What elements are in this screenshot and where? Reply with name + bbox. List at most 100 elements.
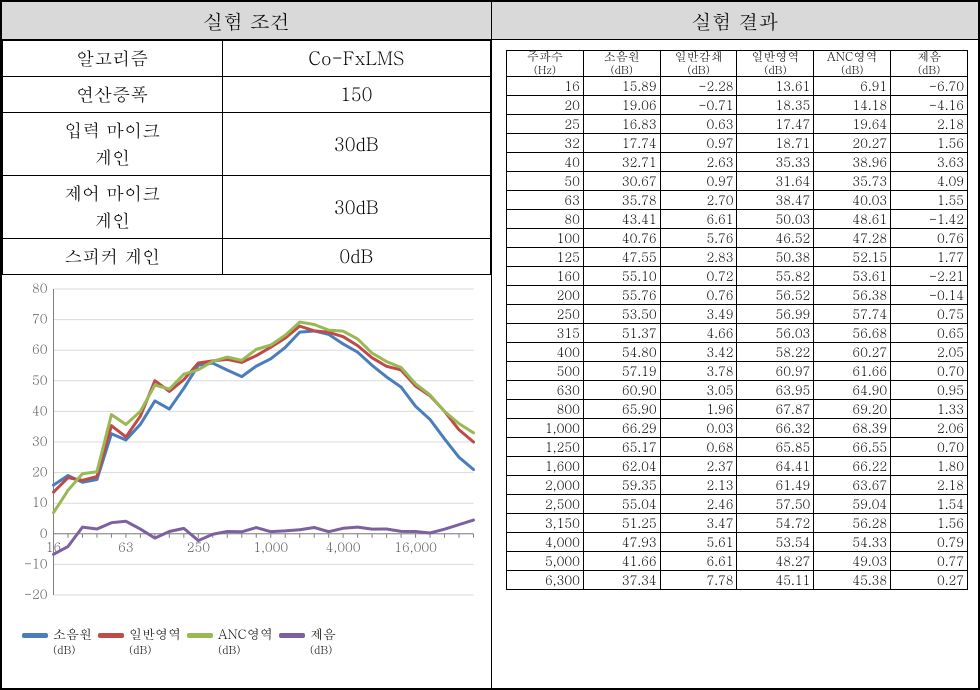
condition-label: 연산증폭 — [3, 77, 223, 113]
table-row: 2,00059.352.1361.4963.672.18 — [507, 476, 968, 495]
table-row: 40054.803.4258.2260.272.05 — [507, 343, 968, 362]
table-cell: 17.74 — [583, 134, 660, 153]
table-cell: 17.47 — [737, 115, 814, 134]
results-col-header: 제음(dB) — [891, 51, 968, 77]
table-row: 16055.100.7255.8253.61-2.21 — [507, 267, 968, 286]
table-row: 2,50055.042.4657.5059.041.54 — [507, 495, 968, 514]
svg-text:4,000: 4,000 — [326, 537, 361, 556]
svg-text:70: 70 — [32, 309, 48, 328]
table-cell: 56.38 — [814, 286, 891, 305]
condition-value: Co-FxLMS — [222, 41, 490, 77]
table-cell: 49.03 — [814, 552, 891, 571]
results-container: 주파수(Hz)소음원(dB)일반감쇄(dB)일반영역(dB)ANC영역(dB)제… — [492, 40, 978, 688]
table-row: 6335.782.7038.4740.031.55 — [507, 191, 968, 210]
table-cell: 50.03 — [737, 210, 814, 229]
line-chart: -20-100102030405060708016632501,0004,000… — [12, 281, 485, 621]
table-cell: 2.37 — [660, 457, 737, 476]
table-cell: 66.22 — [814, 457, 891, 476]
table-row: 1,60062.042.3764.4166.221.80 — [507, 457, 968, 476]
table-row: 6,30037.347.7845.1145.380.27 — [507, 571, 968, 590]
table-cell: 62.04 — [583, 457, 660, 476]
table-cell: 64.90 — [814, 381, 891, 400]
table-cell: 1.80 — [891, 457, 968, 476]
table-row: 5030.670.9731.6435.734.09 — [507, 172, 968, 191]
table-cell: 31.64 — [737, 172, 814, 191]
legend-label: ANC영역(dB) — [218, 627, 273, 658]
table-cell: 15.89 — [583, 77, 660, 96]
table-cell: 1.77 — [891, 248, 968, 267]
table-cell: 0.03 — [660, 419, 737, 438]
table-cell: 32 — [507, 134, 584, 153]
table-row: 20055.760.7656.5256.38-0.14 — [507, 286, 968, 305]
results-table: 주파수(Hz)소음원(dB)일반감쇄(dB)일반영역(dB)ANC영역(dB)제… — [506, 50, 968, 590]
right-header: 실험 결과 — [492, 2, 978, 40]
table-cell: -2.21 — [891, 267, 968, 286]
table-cell: 3.49 — [660, 305, 737, 324]
table-cell: 63.95 — [737, 381, 814, 400]
document-frame: 실험 조건 알고리즘Co-FxLMS연산증폭150입력 마이크게인30dB제어 … — [0, 0, 980, 690]
table-cell: 58.22 — [737, 343, 814, 362]
table-cell: 0.70 — [891, 362, 968, 381]
table-cell: 63.67 — [814, 476, 891, 495]
table-cell: 56.99 — [737, 305, 814, 324]
table-cell: 35.78 — [583, 191, 660, 210]
table-cell: 65.17 — [583, 438, 660, 457]
condition-label: 알고리즘 — [3, 41, 223, 77]
table-cell: 60.90 — [583, 381, 660, 400]
table-cell: 7.78 — [660, 571, 737, 590]
results-col-header: 일반영역(dB) — [737, 51, 814, 77]
table-cell: 2.13 — [660, 476, 737, 495]
legend-swatch — [187, 633, 213, 638]
table-cell: 61.49 — [737, 476, 814, 495]
table-cell: 315 — [507, 324, 584, 343]
legend-item: 제음(dB) — [279, 627, 336, 658]
table-cell: 48.61 — [814, 210, 891, 229]
table-cell: 66.29 — [583, 419, 660, 438]
svg-text:80: 80 — [32, 281, 48, 297]
svg-text:10: 10 — [32, 492, 48, 511]
condition-label: 제어 마이크게인 — [3, 176, 223, 239]
legend-swatch — [22, 633, 48, 638]
table-cell: 55.04 — [583, 495, 660, 514]
table-cell: 30.67 — [583, 172, 660, 191]
table-cell: 43.41 — [583, 210, 660, 229]
table-cell: 6,300 — [507, 571, 584, 590]
table-cell: 67.87 — [737, 400, 814, 419]
table-cell: 0.97 — [660, 172, 737, 191]
table-cell: 51.37 — [583, 324, 660, 343]
table-cell: 1.56 — [891, 134, 968, 153]
table-cell: 2.18 — [891, 115, 968, 134]
table-cell: 45.11 — [737, 571, 814, 590]
table-cell: 3.47 — [660, 514, 737, 533]
table-cell: 5.61 — [660, 533, 737, 552]
table-row: 3217.740.9718.7120.271.56 — [507, 134, 968, 153]
table-cell: 14.18 — [814, 96, 891, 115]
condition-value: 30dB — [222, 113, 490, 176]
table-cell: 2.63 — [660, 153, 737, 172]
table-cell: 68.39 — [814, 419, 891, 438]
table-cell: 47.55 — [583, 248, 660, 267]
table-row: 10040.765.7646.5247.280.76 — [507, 229, 968, 248]
table-cell: 800 — [507, 400, 584, 419]
condition-value: 30dB — [222, 176, 490, 239]
table-cell: 3.63 — [891, 153, 968, 172]
table-cell: 57.19 — [583, 362, 660, 381]
table-cell: 50 — [507, 172, 584, 191]
table-cell: 2.18 — [891, 476, 968, 495]
table-cell: 52.15 — [814, 248, 891, 267]
table-cell: 0.79 — [891, 533, 968, 552]
table-cell: 54.80 — [583, 343, 660, 362]
legend-item: 소음원(dB) — [22, 627, 92, 658]
table-row: 4032.712.6335.3338.963.63 — [507, 153, 968, 172]
table-cell: 0.76 — [891, 229, 968, 248]
table-row: 2516.830.6317.4719.642.18 — [507, 115, 968, 134]
table-cell: 40 — [507, 153, 584, 172]
table-row: 25053.503.4956.9957.740.75 — [507, 305, 968, 324]
table-cell: 19.06 — [583, 96, 660, 115]
table-row: 4,00047.935.6153.5454.330.79 — [507, 533, 968, 552]
svg-text:63: 63 — [118, 537, 133, 556]
table-cell: 160 — [507, 267, 584, 286]
table-row: 3,15051.253.4754.7256.281.56 — [507, 514, 968, 533]
table-cell: 16.83 — [583, 115, 660, 134]
table-cell: 35.73 — [814, 172, 891, 191]
